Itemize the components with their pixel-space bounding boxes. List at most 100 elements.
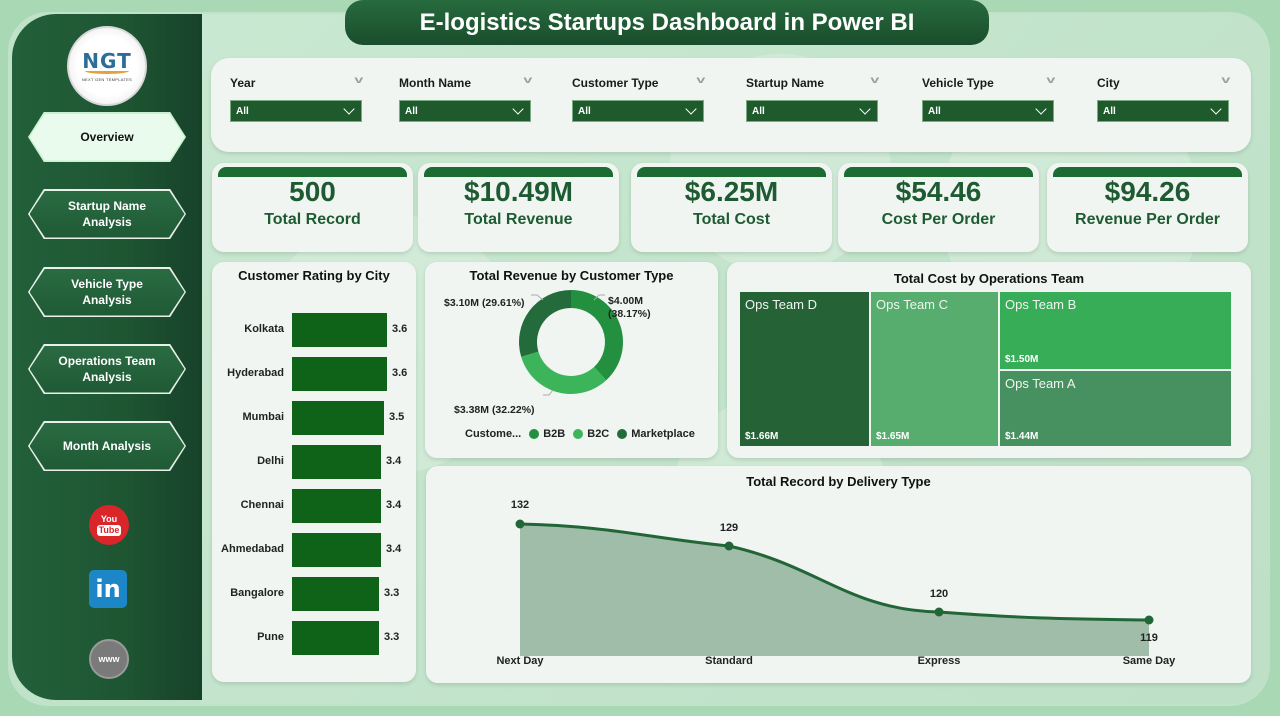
kpi-accent-bar	[844, 167, 1033, 177]
logo-text: NGT	[82, 48, 132, 73]
chevron-down-icon[interactable]: v	[354, 75, 364, 86]
kpi-label: Revenue Per Order	[1075, 211, 1220, 228]
bar-value-label: 3.3	[384, 631, 400, 643]
nav-overview[interactable]: Overview	[28, 112, 186, 162]
bar-value-label: 3.4	[386, 499, 402, 511]
bar[interactable]	[292, 445, 381, 479]
chevron-down-icon	[512, 103, 524, 115]
donut-label-b2b: $4.00M (38.17%)	[608, 295, 651, 321]
tile-label: Ops Team A	[1005, 376, 1076, 391]
nav-vehicle-type-analysis[interactable]: Vehicle Type Analysis	[28, 267, 186, 317]
filter-startup-name-select[interactable]: All	[746, 100, 878, 122]
legend-item-b2b[interactable]: B2B	[543, 428, 566, 440]
chevron-down-icon[interactable]: v	[1221, 75, 1231, 86]
tile-value: $1.65M	[876, 431, 910, 442]
kpi-value: $94.26	[1104, 176, 1191, 207]
legend-dot-b2b	[529, 429, 540, 439]
kpi-card-total-revenue: $10.49M Total Revenue	[418, 163, 619, 252]
donut-slice-b2c[interactable]	[521, 351, 607, 394]
chevron-down-icon[interactable]: v	[523, 75, 533, 86]
nav-startup-name-analysis[interactable]: Startup Name Analysis	[28, 189, 186, 239]
filter-city-label: City	[1097, 76, 1120, 90]
bar[interactable]	[292, 489, 381, 523]
chevron-down-icon	[1035, 103, 1047, 115]
nav-startup-name-analysis-label: Startup Name Analysis	[67, 199, 147, 229]
legend-item-b2c[interactable]: B2C	[587, 428, 610, 440]
bar[interactable]	[292, 621, 379, 655]
bar-row[interactable]: Hyderabad 3.6	[212, 357, 416, 391]
filter-panel: Year v All Month Name v All Customer Type v…	[211, 58, 1251, 152]
bar-row[interactable]: Delhi 3.4	[212, 445, 416, 479]
donut-label-b2b-percent: (38.17%)	[608, 308, 651, 320]
legend-dot-b2c	[573, 429, 584, 439]
data-point[interactable]	[1144, 615, 1154, 625]
logo-swoosh-icon	[85, 68, 129, 74]
youtube-text-tube: Tube	[96, 524, 122, 536]
globe-www-icon[interactable]: www	[89, 639, 129, 679]
filter-year: Year v All	[230, 75, 364, 122]
linkedin-icon[interactable]: in	[89, 570, 127, 608]
legend-item-marketplace[interactable]: Marketplace	[631, 428, 695, 440]
filter-customer-type-select[interactable]: All	[572, 100, 704, 122]
filter-vehicle-type-value: All	[928, 105, 941, 117]
bar-row[interactable]: Chennai 3.4	[212, 489, 416, 523]
chart-customer-rating-by-city: Customer Rating by City Kolkata 3.6 Hydera…	[212, 262, 416, 682]
treemap-tile-ops-team-a[interactable]: Ops Team A $1.44M	[1000, 371, 1231, 446]
x-axis-label: Same Day	[1122, 655, 1176, 667]
filter-city-select[interactable]: All	[1097, 100, 1229, 122]
treemap-tile-ops-team-b[interactable]: Ops Team B $1.50M	[1000, 292, 1231, 369]
treemap-tile-ops-team-c[interactable]: Ops Team C $1.65M	[871, 292, 998, 446]
filter-month-name-label: Month Name	[399, 76, 471, 90]
kpi-accent-bar	[424, 167, 613, 177]
data-point[interactable]	[724, 541, 734, 551]
www-text: www	[98, 654, 120, 664]
filter-month-name-select[interactable]: All	[399, 100, 531, 122]
chevron-down-icon	[1210, 103, 1222, 115]
bar-category-label: Bangalore	[230, 587, 284, 599]
bar-row[interactable]: Kolkata 3.6	[212, 313, 416, 347]
nav-month-analysis[interactable]: Month Analysis	[28, 421, 186, 471]
chevron-down-icon[interactable]: v	[870, 75, 880, 86]
filter-vehicle-type-select[interactable]: All	[922, 100, 1054, 122]
bar-value-label: 3.4	[386, 455, 402, 467]
bar[interactable]	[292, 533, 381, 567]
donut-slice-b2b[interactable]	[571, 290, 623, 381]
chevron-down-icon[interactable]: v	[696, 75, 706, 86]
chart-total-record-by-delivery-type: Total Record by Delivery Type 132 129 12…	[426, 466, 1251, 683]
legend-title: Custome...	[465, 428, 522, 440]
data-point[interactable]	[934, 607, 944, 617]
treemap-tile-ops-team-d[interactable]: Ops Team D $1.66M	[740, 292, 869, 446]
donut-label-marketplace: $3.10M (29.61%)	[444, 297, 525, 309]
donut-slice-marketplace[interactable]	[519, 290, 571, 357]
kpi-value: 500	[289, 176, 336, 207]
bar[interactable]	[292, 577, 379, 611]
kpi-accent-bar	[218, 167, 407, 177]
chart-total-cost-by-operations-team: Total Cost by Operations Team Ops Team D…	[727, 262, 1251, 458]
point-label: 132	[510, 499, 530, 511]
x-axis-label: Next Day	[496, 655, 544, 667]
tile-value: $1.50M	[1005, 354, 1039, 365]
bar[interactable]	[292, 401, 384, 435]
kpi-label: Cost Per Order	[881, 211, 996, 228]
bar-row[interactable]: Ahmedabad 3.4	[212, 533, 416, 567]
chevron-down-icon	[859, 103, 871, 115]
page-title: E-logistics Startups Dashboard in Power …	[419, 8, 915, 36]
data-point[interactable]	[515, 519, 525, 529]
kpi-card-revenue-per-order: $94.26 Revenue Per Order	[1047, 163, 1248, 252]
filter-city-value: All	[1103, 105, 1116, 117]
filter-year-label: Year	[230, 76, 256, 90]
chevron-down-icon[interactable]: v	[1046, 75, 1056, 86]
bar-row[interactable]: Mumbai 3.5	[212, 401, 416, 435]
filter-year-select[interactable]: All	[230, 100, 362, 122]
nav-operations-team-analysis[interactable]: Operations Team Analysis	[28, 344, 186, 394]
filter-customer-type: Customer Type v All	[572, 75, 706, 122]
chart-title: Total Revenue by Customer Type	[469, 268, 674, 283]
bar[interactable]	[292, 357, 387, 391]
youtube-icon[interactable]: You Tube	[89, 505, 129, 545]
kpi-label: Total Record	[264, 211, 361, 228]
nav-overview-label: Overview	[80, 130, 134, 144]
bar-row[interactable]: Pune 3.3	[212, 621, 416, 655]
bar[interactable]	[292, 313, 387, 347]
filter-customer-type-label: Customer Type	[572, 76, 659, 90]
bar-row[interactable]: Bangalore 3.3	[212, 577, 416, 611]
